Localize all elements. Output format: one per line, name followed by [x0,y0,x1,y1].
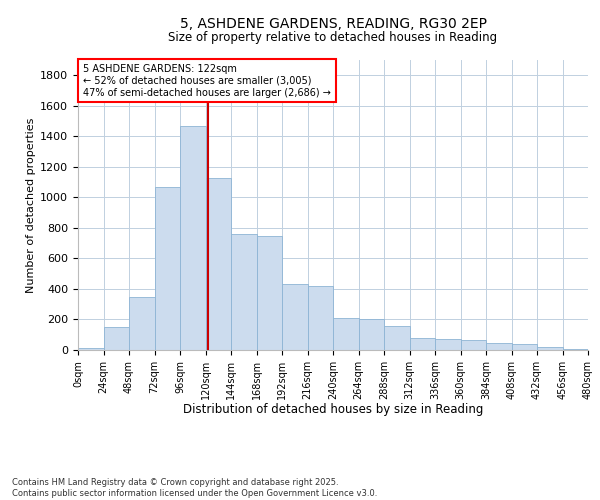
Bar [104,327,129,350]
Bar [180,126,205,350]
Bar [511,344,537,350]
Bar [155,186,180,350]
Bar [384,326,409,350]
Bar [461,340,486,350]
X-axis label: Distribution of detached houses by size in Reading: Distribution of detached houses by size … [183,403,483,416]
Bar [537,347,563,350]
Bar [257,236,282,350]
Bar [333,318,359,350]
Bar [435,340,461,350]
Y-axis label: Number of detached properties: Number of detached properties [26,118,36,292]
Bar [282,284,308,350]
Text: 5, ASHDENE GARDENS, READING, RG30 2EP: 5, ASHDENE GARDENS, READING, RG30 2EP [179,18,487,32]
Bar [563,349,588,350]
Bar [78,348,104,350]
Text: Contains HM Land Registry data © Crown copyright and database right 2025.
Contai: Contains HM Land Registry data © Crown c… [12,478,377,498]
Bar [308,286,333,350]
Bar [205,178,231,350]
Text: 5 ASHDENE GARDENS: 122sqm
← 52% of detached houses are smaller (3,005)
47% of se: 5 ASHDENE GARDENS: 122sqm ← 52% of detac… [83,64,331,98]
Bar [231,234,257,350]
Bar [129,296,155,350]
Bar [359,320,384,350]
Bar [409,338,435,350]
Bar [486,343,511,350]
Text: Size of property relative to detached houses in Reading: Size of property relative to detached ho… [169,31,497,44]
